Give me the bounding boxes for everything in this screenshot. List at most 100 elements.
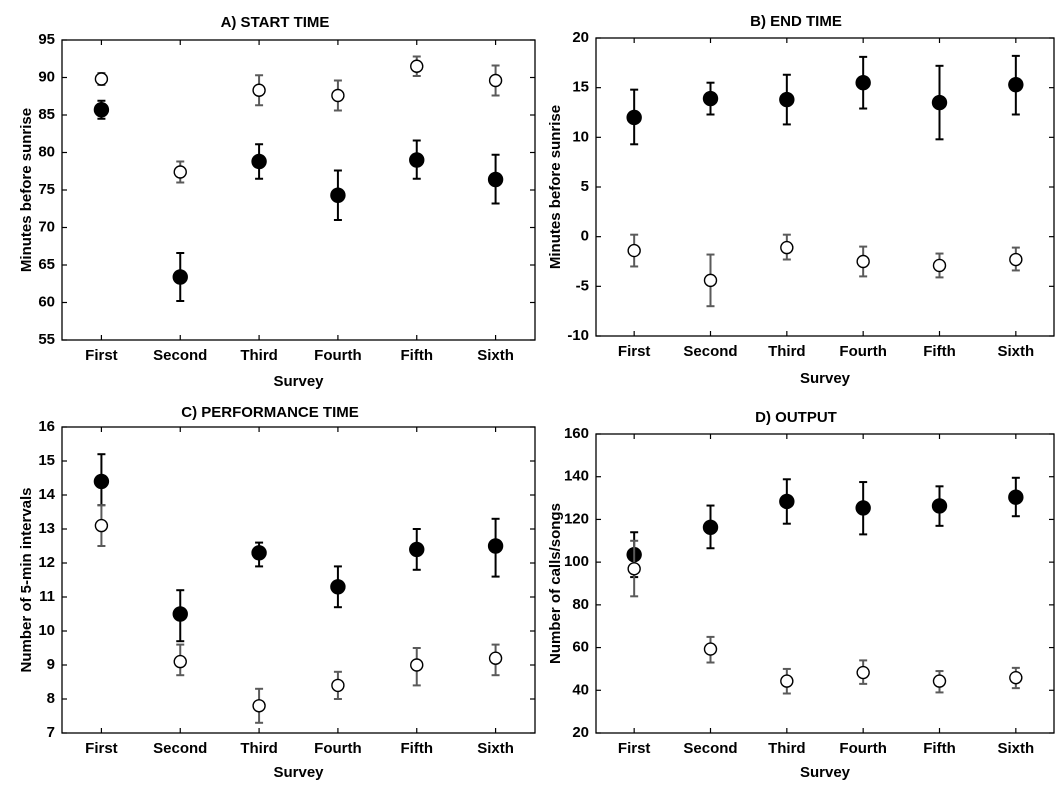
data-point [627, 562, 641, 576]
data-point [487, 171, 504, 188]
data-point [856, 665, 870, 680]
y-tick-label: 160 [564, 425, 589, 442]
x-tick-label: Second [153, 740, 207, 757]
x-tick-label: Fifth [401, 740, 433, 757]
y-tick-label: 90 [38, 68, 55, 85]
y-tick-label: 95 [38, 31, 55, 48]
y-tick-label: 13 [38, 520, 55, 537]
y-tick-label: -10 [567, 327, 589, 344]
y-tick-label: 65 [38, 256, 55, 273]
y-axis-label: Minutes before sunrise [18, 108, 35, 272]
y-tick-label: 12 [38, 554, 55, 571]
y-tick-label: 20 [572, 724, 589, 741]
data-point [702, 90, 719, 107]
data-point [703, 642, 718, 656]
series-filled-circles [93, 99, 504, 302]
y-tick-label: 15 [38, 452, 55, 469]
data-point [173, 654, 187, 669]
plot-frame [595, 433, 1055, 734]
y-tick-label: 9 [47, 656, 55, 673]
data-point [94, 518, 109, 533]
x-tick-label: Sixth [477, 347, 514, 364]
y-tick-label: 5 [581, 178, 589, 195]
x-tick-label: First [85, 740, 118, 757]
x-tick-label: Second [153, 347, 207, 364]
x-tick-label: Sixth [997, 343, 1034, 360]
x-tick-label: Third [768, 740, 806, 757]
data-point [252, 699, 266, 713]
x-axis-label: Survey [273, 373, 324, 390]
y-tick-label: 11 [39, 588, 55, 605]
data-point [855, 74, 871, 91]
x-tick-label: Third [240, 347, 278, 364]
data-point [780, 240, 794, 255]
y-axis-label: Minutes before sunrise [547, 105, 564, 269]
y-tick-label: 75 [38, 181, 55, 198]
x-tick-label: Fifth [401, 347, 433, 364]
y-tick-label: 16 [38, 418, 55, 435]
y-tick-label: -5 [576, 277, 589, 294]
y-axis-label: Number of 5-min intervals [18, 487, 35, 672]
series-filled-circles [626, 54, 1024, 146]
y-tick-label: 85 [38, 106, 55, 123]
data-point [931, 94, 948, 111]
series-open-circles [94, 504, 503, 724]
data-point [172, 269, 188, 285]
y-tick-label: 7 [47, 724, 55, 741]
y-tick-label: 70 [38, 218, 55, 235]
x-tick-label: Sixth [997, 740, 1034, 757]
data-point [409, 541, 425, 558]
data-point [252, 83, 266, 97]
data-point [1008, 489, 1024, 505]
data-point [856, 254, 870, 269]
data-point [703, 273, 718, 288]
data-point [779, 493, 795, 510]
y-tick-label: 100 [564, 553, 589, 570]
data-point [488, 651, 503, 665]
plot-frame [595, 37, 1055, 337]
y-tick-label: 60 [572, 639, 589, 656]
y-tick-label: 14 [38, 486, 55, 503]
data-point [779, 91, 795, 108]
data-point [251, 545, 267, 561]
series-open-circles [627, 233, 1023, 308]
series-open-circles [94, 55, 503, 184]
data-point [331, 88, 345, 103]
series-filled-circles [93, 453, 504, 643]
chart-title: D) OUTPUT [755, 409, 837, 426]
y-tick-label: 80 [38, 143, 55, 160]
data-point [94, 72, 109, 86]
data-point [330, 187, 346, 203]
chart-performance-time: C) PERFORMANCE TIME 7 8 9 10 11 12 13 14 15 16 Firs… [18, 404, 536, 781]
x-tick-label: Third [240, 740, 278, 757]
chart-title: B) END TIME [750, 13, 842, 30]
y-tick-label: 20 [572, 29, 589, 46]
x-axis-label: Survey [800, 370, 851, 387]
x-tick-label: Fourth [314, 740, 361, 757]
data-point [931, 498, 948, 514]
x-tick-label: Third [768, 343, 806, 360]
data-point [409, 152, 425, 168]
x-tick-label: Fourth [839, 740, 886, 757]
x-tick-label: Fifth [923, 740, 955, 757]
x-tick-label: First [85, 347, 118, 364]
y-tick-label: 10 [38, 622, 55, 639]
data-point [410, 658, 424, 672]
chart-output: D) OUTPUT 20 40 60 80 100 120 140 160 First Second… [547, 409, 1055, 781]
x-tick-label: Fourth [839, 343, 886, 360]
x-axis-label: Survey [800, 764, 851, 781]
y-tick-label: 60 [38, 293, 55, 310]
plot-frame [61, 426, 536, 734]
data-point [172, 606, 188, 622]
y-tick-label: 15 [572, 79, 589, 96]
y-tick-label: 80 [572, 596, 589, 613]
x-axis-label: Survey [273, 764, 324, 781]
y-tick-label: 120 [564, 510, 589, 527]
x-tick-label: Sixth [477, 740, 514, 757]
data-point [1008, 76, 1024, 93]
chart-title: A) START TIME [221, 14, 330, 31]
data-point [626, 109, 642, 126]
x-tick-label: First [618, 343, 651, 360]
data-point [330, 579, 346, 595]
data-point [331, 678, 345, 693]
